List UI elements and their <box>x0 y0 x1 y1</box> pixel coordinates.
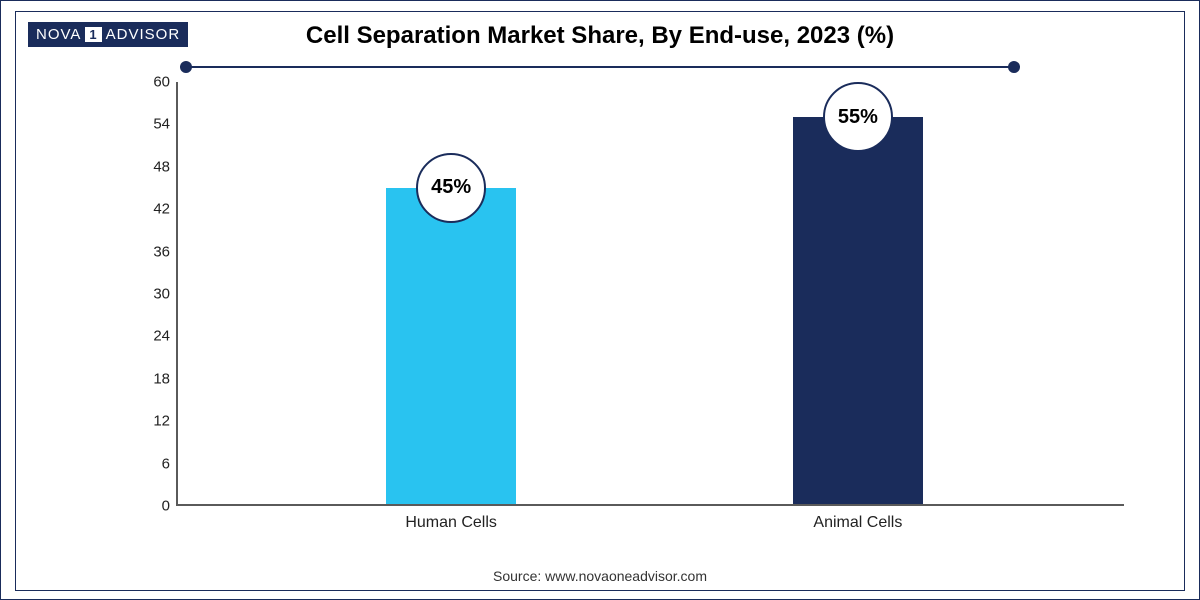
x-category-label: Human Cells <box>405 514 497 532</box>
y-tick-label: 0 <box>136 498 170 515</box>
chart-card: NOVA 1 ADVISOR Cell Separation Market Sh… <box>15 11 1185 591</box>
y-tick-label: 42 <box>136 201 170 218</box>
y-tick-label: 36 <box>136 243 170 260</box>
y-tick-label: 6 <box>136 455 170 472</box>
bar-chart: 06121824303642485460 45%55% Human CellsA… <box>136 82 1124 530</box>
y-tick-label: 12 <box>136 413 170 430</box>
y-tick-label: 30 <box>136 286 170 303</box>
y-tick-label: 60 <box>136 74 170 91</box>
chart-title: Cell Separation Market Share, By End-use… <box>16 22 1184 50</box>
x-category-label: Animal Cells <box>813 514 902 532</box>
y-tick-label: 54 <box>136 116 170 133</box>
plot-area: 45% 55% <box>176 82 1124 506</box>
y-axis-labels: 06121824303642485460 <box>136 82 170 506</box>
y-tick-label: 24 <box>136 328 170 345</box>
y-tick-label: 48 <box>136 158 170 175</box>
value-bubble: 55% <box>823 82 893 152</box>
bar: 45% <box>386 188 516 505</box>
title-ornament <box>186 66 1014 68</box>
source-text: Source: www.novaoneadvisor.com <box>16 568 1184 584</box>
value-bubble: 45% <box>416 153 486 223</box>
y-tick-label: 18 <box>136 370 170 387</box>
bar: 55% <box>793 117 923 504</box>
